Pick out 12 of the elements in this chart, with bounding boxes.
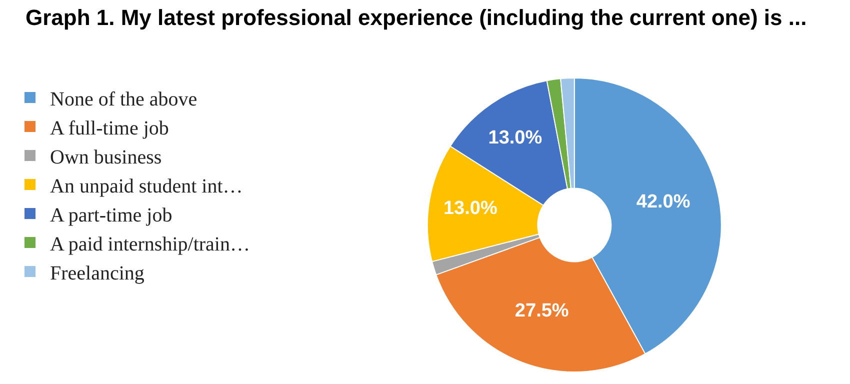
legend-label: A full-time job bbox=[50, 117, 169, 140]
chart-title: Graph 1. My latest professional experience (including the current one) is ... bbox=[26, 5, 807, 30]
legend-label: An unpaid student int… bbox=[50, 175, 243, 198]
data-label: 13.0% bbox=[443, 198, 498, 220]
data-label: 27.5% bbox=[514, 300, 569, 322]
legend-label: A paid internship/train… bbox=[50, 233, 250, 256]
data-label: 13.0% bbox=[488, 127, 542, 148]
legend-label: Freelancing bbox=[50, 262, 144, 284]
legend-label: A part-time job bbox=[50, 204, 172, 226]
legend-label: Own business bbox=[50, 146, 162, 168]
data-label: 42.0% bbox=[636, 192, 690, 213]
legend-label: None of the above bbox=[50, 88, 198, 110]
